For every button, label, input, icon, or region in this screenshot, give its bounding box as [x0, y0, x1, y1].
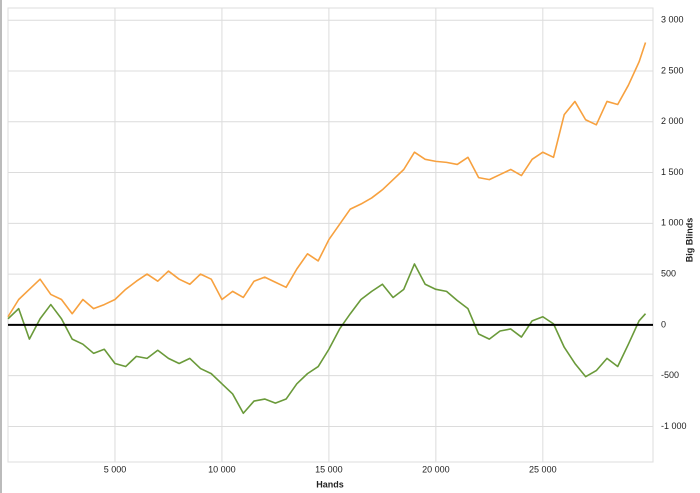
y-tick-label: -500 — [661, 370, 679, 380]
x-axis-title: Hands — [316, 479, 344, 489]
plot-area — [7, 7, 654, 463]
y-tick-label: 2 500 — [661, 65, 684, 75]
y-tick-label: 3 000 — [661, 15, 684, 25]
y-tick-label: 1 500 — [661, 167, 684, 177]
y-axis-title: Big Blinds — [684, 218, 694, 263]
x-tick-label: 25 000 — [529, 464, 557, 474]
x-tick-label: 5 000 — [104, 464, 127, 474]
x-tick-label: 15 000 — [315, 464, 343, 474]
x-tick-label: 20 000 — [422, 464, 450, 474]
y-tick-label: 1 000 — [661, 218, 684, 228]
y-tick-label: 2 000 — [661, 116, 684, 126]
x-tick-label: 10 000 — [208, 464, 236, 474]
data-line — [7, 263, 647, 415]
y-tick-label: 500 — [661, 268, 676, 278]
y-tick-label: -1 000 — [661, 421, 687, 431]
frame-edge — [0, 0, 2, 493]
y-tick-label: 0 — [661, 319, 666, 329]
data-line — [7, 42, 647, 318]
